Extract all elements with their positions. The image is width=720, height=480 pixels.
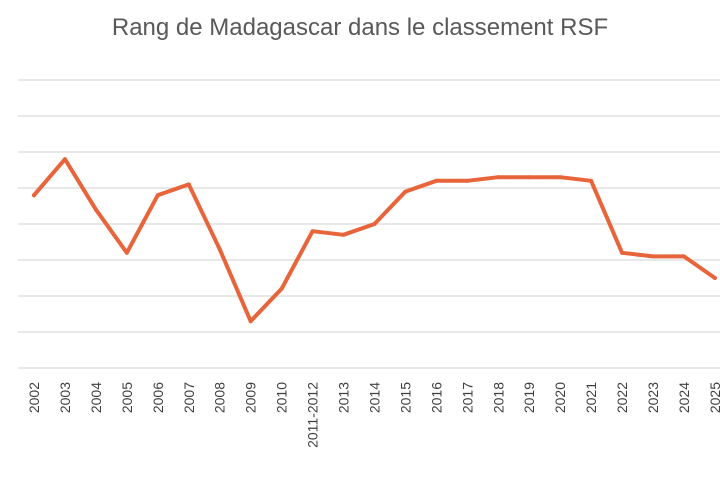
series-line [32, 157, 717, 324]
data-point [681, 254, 686, 259]
data-point [62, 157, 67, 162]
x-tick-label: 2020 [552, 382, 568, 413]
chart-title: Rang de Madagascar dans le classement RS… [111, 14, 609, 41]
x-tick-label: 2009 [243, 382, 259, 413]
data-point [93, 207, 98, 212]
grid-layer [18, 79, 720, 369]
x-tick-label: 2016 [428, 382, 444, 413]
data-point [620, 250, 625, 255]
x-tick-label: 2005 [119, 382, 135, 413]
x-tick-label: 2010 [274, 382, 290, 413]
x-tick-label: 2021 [583, 382, 599, 413]
data-point [32, 193, 36, 198]
x-tick-label: 2002 [26, 382, 42, 413]
data-point [434, 178, 439, 183]
x-tick-label: 2004 [88, 382, 104, 413]
x-tick-label: 2018 [490, 382, 506, 413]
data-point [465, 178, 470, 183]
x-tick-label: 2007 [181, 382, 197, 413]
x-tick-label: 2022 [614, 382, 630, 413]
x-tick-label: 2006 [150, 382, 166, 413]
x-tick-label: 2025 [707, 382, 720, 413]
x-tick-label: 2011-2012 [305, 382, 321, 448]
data-point [496, 175, 501, 180]
data-point [527, 175, 532, 180]
x-tick-layer: 2002 2003 2004 2005 2006 2007 2008 2009 2010 2011… [26, 382, 720, 448]
x-tick-label: 2014 [366, 382, 382, 413]
x-tick-label: 2008 [212, 382, 228, 413]
data-point [372, 222, 377, 226]
data-point [651, 254, 655, 259]
series-layer [32, 157, 717, 324]
x-tick-label: 2015 [397, 382, 413, 413]
data-point [186, 182, 191, 187]
data-point [712, 276, 717, 280]
data-point [124, 250, 129, 255]
x-tick-label: 2003 [57, 382, 73, 413]
data-point [403, 189, 408, 194]
data-point [589, 178, 594, 183]
data-point [248, 319, 253, 324]
data-point [217, 247, 222, 252]
data-point [155, 193, 160, 198]
x-tick-label: 2013 [336, 382, 352, 413]
data-point [341, 232, 346, 237]
x-tick-label: 2017 [459, 382, 475, 413]
x-tick-label: 2019 [521, 382, 537, 413]
data-point [279, 286, 284, 291]
x-tick-label: 2024 [676, 382, 692, 413]
x-tick-label: 2023 [645, 382, 661, 413]
data-point [310, 229, 315, 234]
data-point [558, 175, 563, 180]
